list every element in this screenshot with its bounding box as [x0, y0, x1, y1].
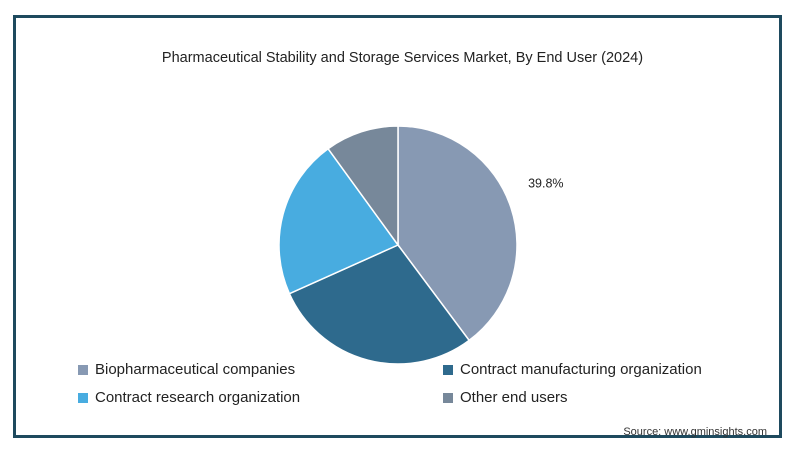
slice-biopharmaceutical — [397, 125, 518, 342]
legend-item-contract-research: Contract research organization — [78, 389, 300, 406]
slice-contract-manufacturing — [288, 244, 471, 365]
slice-other-end-users — [327, 125, 399, 248]
legend-label: Biopharmaceutical companies — [95, 361, 296, 378]
legend-label: Contract manufacturing organization — [460, 361, 702, 378]
data-label: 39.8% — [528, 177, 563, 191]
legend-item-biopharmaceutical: Biopharmaceutical companies — [78, 361, 295, 378]
legend-label: Other end users — [460, 389, 568, 406]
source-note: Source: www.gminsights.com — [623, 426, 767, 438]
legend-swatch — [78, 392, 88, 403]
slice-contract-research — [278, 147, 400, 295]
legend-item-other-end-users: Other end users — [443, 389, 568, 406]
legend-swatch — [443, 364, 453, 375]
chart-title: Pharmaceutical Stability and Storage Ser… — [161, 50, 644, 66]
legend-swatch — [78, 364, 88, 375]
legend-swatch — [443, 392, 453, 403]
legend-item-contract-manufacturing: Contract manufacturing organization — [443, 361, 702, 378]
legend-label: Contract research organization — [95, 389, 301, 406]
